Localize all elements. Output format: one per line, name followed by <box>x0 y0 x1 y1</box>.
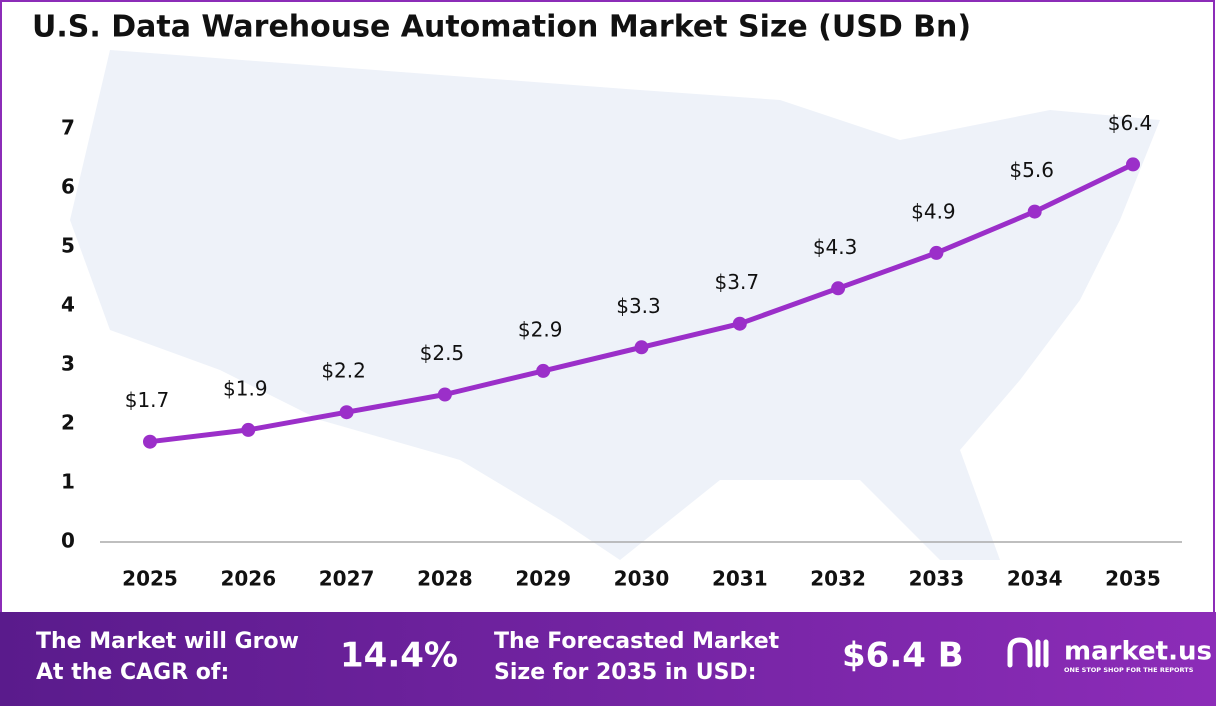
y-tick-label: 5 <box>61 234 75 258</box>
x-tick-label: 2031 <box>712 567 768 591</box>
x-tick-label: 2034 <box>1007 567 1063 591</box>
point <box>143 434 157 449</box>
footer-cagr-value: 14.4% <box>340 636 458 676</box>
point <box>1027 204 1042 219</box>
brand-tagline: ONE STOP SHOP FOR THE REPORTS <box>1064 666 1194 674</box>
data-label: $4.3 <box>813 235 858 259</box>
footer-forecast-value: $6.4 B <box>842 636 964 676</box>
data-label: $2.5 <box>420 341 465 365</box>
chart-title: U.S. Data Warehouse Automation Market Si… <box>32 10 971 45</box>
x-tick-label: 2035 <box>1105 567 1161 591</box>
y-tick-label: 6 <box>61 175 75 199</box>
data-label: $4.9 <box>911 199 956 223</box>
data-label: $6.4 <box>1108 111 1153 135</box>
point <box>831 281 846 296</box>
y-tick-label: 3 <box>61 352 75 376</box>
x-tick-label: 2026 <box>220 567 276 591</box>
x-tick-label: 2033 <box>909 567 965 591</box>
point <box>339 405 354 420</box>
data-label: $3.3 <box>616 294 661 318</box>
point <box>634 340 649 355</box>
y-tick-label: 4 <box>61 293 75 317</box>
point <box>1126 157 1140 172</box>
footer-forecast-text: The Forecasted Market <box>494 629 780 654</box>
x-tick-label: 2029 <box>515 567 571 591</box>
footer-forecast-text: Size for 2035 in USD: <box>494 660 757 685</box>
x-tick-label: 2030 <box>614 567 670 591</box>
data-label: $5.6 <box>1009 158 1054 182</box>
point <box>929 245 944 260</box>
x-tick-label: 2032 <box>810 567 866 591</box>
y-tick-label: 7 <box>61 116 75 140</box>
x-tick-label: 2025 <box>122 567 178 591</box>
data-label: $2.2 <box>321 359 366 383</box>
data-label: $3.7 <box>715 270 760 294</box>
y-tick-label: 2 <box>61 411 75 435</box>
data-label: $1.9 <box>223 376 268 400</box>
footer-cagr-text: At the CAGR of: <box>36 660 229 685</box>
data-label: $1.7 <box>125 388 170 412</box>
x-tick-label: 2028 <box>417 567 473 591</box>
point <box>536 363 551 378</box>
map-silhouette <box>70 50 1160 560</box>
brand-name: market.us <box>1064 637 1212 667</box>
data-label: $2.9 <box>518 317 563 341</box>
brand-logo <box>1007 637 1049 668</box>
point <box>732 316 747 331</box>
point <box>241 422 256 437</box>
footer-band <box>0 612 1216 706</box>
y-tick-label: 0 <box>61 529 75 553</box>
point <box>437 387 452 402</box>
y-tick-label: 1 <box>61 470 75 494</box>
footer-cagr-text: The Market will Grow <box>36 629 299 654</box>
x-tick-label: 2027 <box>319 567 375 591</box>
